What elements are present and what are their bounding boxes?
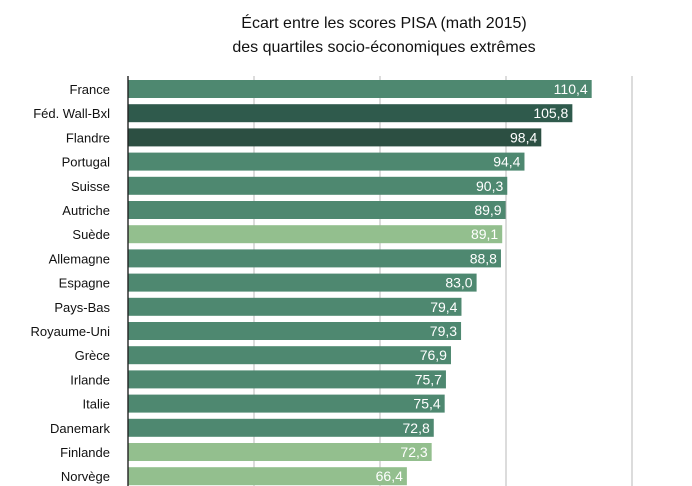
category-label-5: Autriche [62,203,110,218]
value-label-16: 66,4 [376,468,403,484]
bar-5 [128,201,506,219]
category-label-15: Finlande [60,445,110,460]
category-labels: France Féd. Wall-Bxl Flandre Portugal Suisse… [31,82,111,484]
bar-16 [128,467,407,486]
value-label-15: 72,3 [400,444,427,460]
value-label-6: 89,1 [471,226,498,242]
value-label-5: 89,9 [474,202,501,218]
bar-14 [128,418,434,437]
bar-15 [128,443,432,461]
bar-9 [128,297,462,316]
category-label-2: Flandre [66,130,110,145]
bar-1 [128,104,573,123]
bar-13 [128,394,445,413]
value-label-12: 75,7 [415,371,442,387]
value-label-1: 105,8 [533,105,568,121]
value-label-10: 79,3 [430,323,457,339]
category-label-11: Grèce [75,348,110,363]
category-label-12: Irlande [70,372,110,387]
bar-7 [128,249,501,268]
bar-6 [128,225,503,244]
value-label-11: 76,9 [420,347,447,363]
value-label-0: 110,4 [554,81,588,97]
bar-12 [128,370,446,389]
value-label-8: 83,0 [445,275,472,291]
bar-8 [128,273,477,292]
bar-11 [128,346,451,365]
category-label-4: Suisse [71,179,110,194]
category-label-14: Danemark [50,421,110,436]
value-label-7: 88,8 [470,250,497,266]
bar-4 [128,176,508,195]
bar-3 [128,152,525,171]
value-label-2: 98,4 [510,129,537,145]
value-label-14: 72,8 [403,420,430,436]
category-label-10: Royaume-Uni [31,324,111,339]
category-label-13: Italie [83,397,110,412]
bar-10 [128,322,462,340]
value-label-3: 94,4 [493,154,520,170]
bar-2 [128,128,542,147]
category-label-7: Allemagne [49,251,110,266]
value-label-13: 75,4 [413,396,440,412]
bar-0 [128,80,592,98]
category-label-6: Suède [72,227,110,242]
category-label-1: Féd. Wall-Bxl [33,106,110,121]
category-label-16: Norvège [61,469,110,484]
chart-title: Écart entre les scores PISA (math 2015) [241,13,526,32]
category-label-9: Pays-Bas [54,300,110,315]
chart-subtitle: des quartiles socio-économiques extrêmes [232,39,535,56]
category-label-0: France [70,82,110,97]
category-label-8: Espagne [59,276,110,291]
category-label-3: Portugal [62,155,111,170]
value-labels: 110,4 105,8 98,4 94,4 90,3 89,9 89,1 88,8 83,0 79… [376,81,588,484]
bars [128,80,592,486]
value-label-9: 79,4 [430,299,457,315]
value-label-4: 90,3 [476,178,503,194]
